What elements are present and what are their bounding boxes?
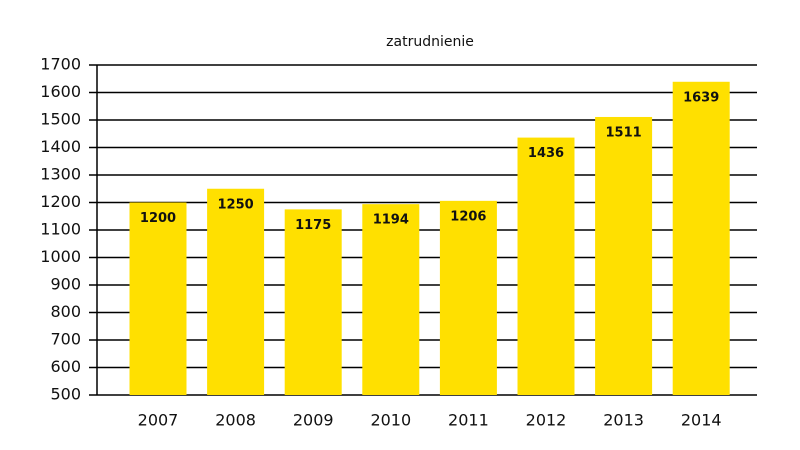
bar <box>672 81 730 396</box>
bar <box>129 202 187 395</box>
value-label: 1511 <box>606 125 642 140</box>
y-tick-label: 900 <box>50 275 81 294</box>
bar <box>595 116 653 395</box>
y-tick-label: 1700 <box>40 55 81 74</box>
y-tick-label: 500 <box>50 385 81 404</box>
y-tick-label: 1400 <box>40 137 81 156</box>
x-tick-label: 2012 <box>526 411 567 430</box>
value-label: 1436 <box>528 146 564 161</box>
bar <box>517 137 575 395</box>
chart-title: zatrudnienie <box>386 34 474 50</box>
y-tick-label: 1100 <box>40 220 81 239</box>
x-tick-label: 2009 <box>293 411 334 430</box>
x-tick-label: 2011 <box>448 411 489 430</box>
y-tick-label: 1500 <box>40 110 81 129</box>
y-tick-label: 1600 <box>40 82 81 101</box>
bar <box>362 204 420 395</box>
y-tick-label: 1300 <box>40 165 81 184</box>
value-label: 1200 <box>140 211 176 226</box>
y-tick-label: 1000 <box>40 247 81 266</box>
x-tick-label: 2007 <box>138 411 179 430</box>
y-tick-label: 800 <box>50 302 81 321</box>
x-tick-label: 2008 <box>215 411 256 430</box>
y-tick-label: 700 <box>50 330 81 349</box>
bar <box>284 209 342 395</box>
value-label: 1639 <box>683 90 719 105</box>
value-label: 1250 <box>218 197 254 212</box>
x-tick-label: 2010 <box>370 411 411 430</box>
value-label: 1206 <box>450 209 486 224</box>
y-tick-label: 600 <box>50 357 81 376</box>
bar <box>439 200 497 395</box>
x-tick-label: 2013 <box>603 411 644 430</box>
value-label: 1175 <box>295 218 331 233</box>
value-label: 1194 <box>373 213 409 228</box>
bar <box>207 188 265 395</box>
x-tick-label: 2014 <box>681 411 722 430</box>
y-tick-label: 1200 <box>40 192 81 211</box>
